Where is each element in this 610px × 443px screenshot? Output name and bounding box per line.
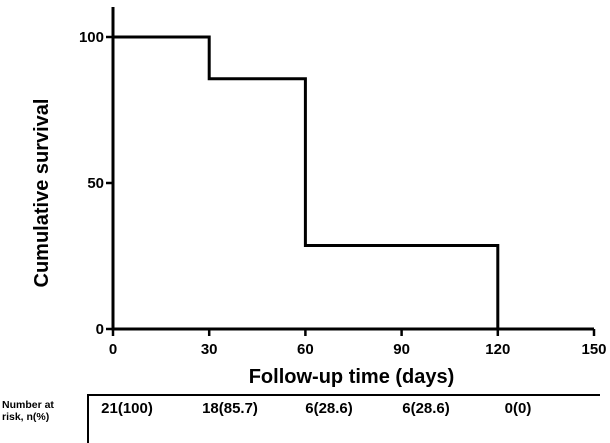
x-tick-label: 120 <box>485 341 510 358</box>
x-axis-ticks: 0 30 60 90 120 150 <box>109 329 607 358</box>
y-axis-ticks: 0 50 100 <box>79 29 113 338</box>
risk-table-value: 0(0) <box>505 400 532 417</box>
axes <box>111 7 594 331</box>
y-axis-title: Cumulative survival <box>31 99 53 288</box>
y-tick-label: 50 <box>87 175 104 192</box>
risk-table-header-line-1: Number at <box>2 399 54 411</box>
risk-table: Number at risk, n(%) 21(100) 18(85.7) 6(28… <box>2 394 600 443</box>
x-tick-label: 90 <box>393 341 410 358</box>
x-tick-label: 60 <box>297 341 314 358</box>
survival-curve <box>113 35 500 329</box>
series-group <box>113 35 500 329</box>
y-tick-label: 100 <box>79 29 104 46</box>
x-tick-label: 150 <box>581 341 606 358</box>
risk-table-value: 6(28.6) <box>305 400 353 417</box>
x-tick-label: 30 <box>201 341 218 358</box>
risk-table-value: 18(85.7) <box>202 400 258 417</box>
y-tick-label: 0 <box>96 321 104 338</box>
risk-table-header-line-2: risk, n(%) <box>2 411 49 423</box>
x-axis-title: Follow-up time (days) <box>249 366 455 388</box>
risk-table-value: 6(28.6) <box>402 400 450 417</box>
risk-table-values: 21(100) 18(85.7) 6(28.6) 6(28.6) 0(0) <box>101 400 531 417</box>
risk-table-value: 21(100) <box>101 400 153 417</box>
x-tick-label: 0 <box>109 341 117 358</box>
